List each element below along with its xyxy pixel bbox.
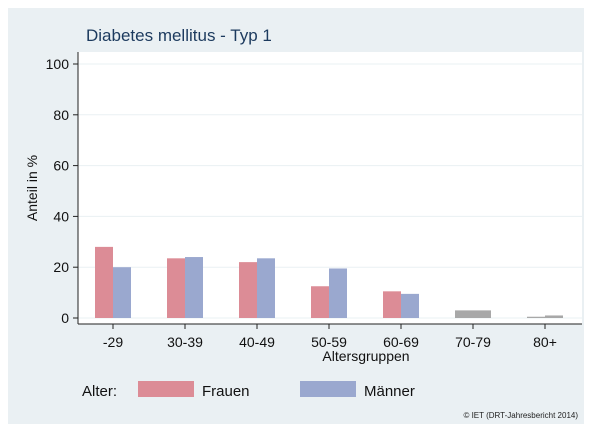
chart-title: Diabetes mellitus - Typ 1 [86, 26, 272, 45]
y-tick-label-80: 80 [53, 107, 69, 123]
y-tick-label-40: 40 [53, 208, 69, 224]
bar-maenner-2 [257, 258, 275, 318]
y-tick-label-0: 0 [61, 310, 69, 326]
bar-maenner-1 [185, 257, 203, 318]
legend-swatch-frauen [138, 381, 194, 397]
bar-maenner-0 [113, 267, 131, 318]
bar-maenner-4 [401, 293, 419, 318]
y-tick-labels: 0 20 40 60 80 100 [46, 56, 70, 326]
bar-frauen-0 [95, 246, 113, 318]
bar-frauen-2 [239, 262, 257, 318]
x-tick-label-2: 40-49 [239, 334, 275, 350]
legend-label-frauen: Frauen [202, 383, 250, 400]
legend: Alter: Frauen Männer [82, 381, 415, 400]
bar-maenner-5 [473, 310, 491, 318]
bar-maenner-3 [329, 268, 347, 318]
x-tick-label-6: 80+ [533, 334, 557, 350]
bar-frauen-6 [527, 316, 545, 318]
y-tick-label-20: 20 [53, 259, 69, 275]
bar-frauen-3 [311, 286, 329, 318]
x-tick-label-5: 70-79 [455, 334, 491, 350]
legend-label-maenner: Männer [364, 383, 415, 400]
axes [73, 52, 582, 329]
y-tick-label-100: 100 [46, 56, 70, 72]
bar-maenner-6 [545, 315, 563, 318]
bar-frauen-4 [383, 291, 401, 318]
x-tick-label-1: 30-39 [167, 334, 203, 350]
legend-swatch-maenner [300, 381, 356, 397]
bars [95, 246, 563, 318]
bar-frauen-1 [167, 258, 185, 318]
x-tick-label-4: 60-69 [383, 334, 419, 350]
credit-note: © IET (DRT-Jahresbericht 2014) [463, 411, 578, 420]
x-tick-label-0: -29 [103, 334, 123, 350]
x-tick-label-3: 50-59 [311, 334, 347, 350]
bar-frauen-5 [455, 310, 473, 318]
x-tick-labels: -29 30-39 40-49 50-59 60-69 70-79 80+ [103, 334, 557, 350]
y-axis-title: Anteil in % [24, 155, 40, 221]
y-tick-label-60: 60 [53, 158, 69, 174]
legend-title: Alter: [82, 383, 117, 400]
x-axis-title: Altersgruppen [322, 348, 409, 364]
